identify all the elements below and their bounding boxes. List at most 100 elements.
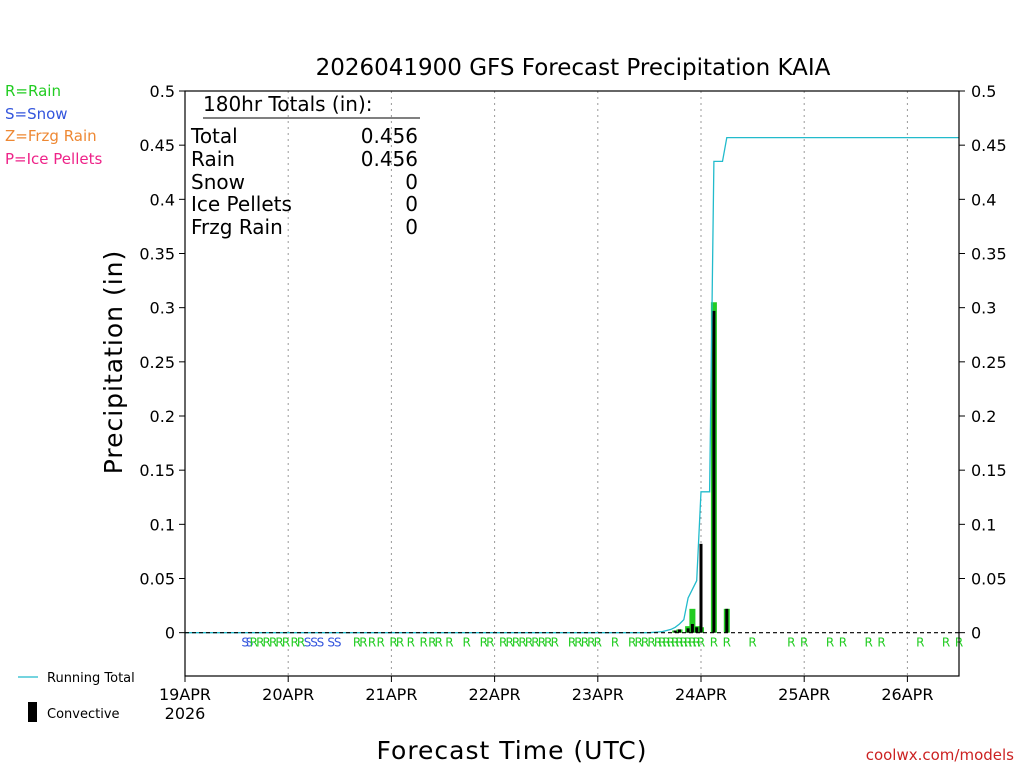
convective-bar (695, 627, 699, 633)
precip-type-legend: R=Rain S=Snow Z=Frzg Rain P=Ice Pellets (5, 82, 102, 168)
precip-type-mark: R (269, 636, 277, 650)
precip-type-mark: R (396, 636, 404, 650)
precip-type-mark: R (877, 636, 885, 650)
precip-type-mark: R (525, 636, 533, 650)
precip-type-mark: R (256, 636, 264, 650)
precip-type-mark: R (407, 636, 415, 650)
convective-bar (673, 630, 677, 633)
precip-type-mark: S (317, 636, 325, 650)
y-axis-right: 0 0.05 0.1 0.15 0.2 0.25 0.3 0.35 0.4 0.45 0.5 (959, 82, 1007, 643)
y-tick-label-left: 0.5 (150, 82, 175, 101)
y-tick-label-right: 0.5 (971, 82, 996, 101)
precip-type-mark: R (684, 636, 692, 650)
y-tick-label-right: 0.05 (971, 570, 1007, 589)
legend-rain: R=Rain (5, 82, 61, 100)
precip-type-mark: R (865, 636, 873, 650)
precip-type-mark: R (697, 636, 705, 650)
precip-bar (689, 608, 696, 633)
precip-type-mark: R (499, 636, 507, 650)
precip-type-mark: R (628, 636, 636, 650)
convective-bar (712, 310, 716, 633)
precip-type-mark: S (304, 636, 312, 650)
precip-type-mark: R (675, 636, 683, 650)
y-tick-label-right: 0.25 (971, 353, 1007, 372)
precip-type-mark: R (531, 636, 539, 650)
precip-type-mark: R (250, 636, 258, 650)
precip-type-mark: R (282, 636, 290, 650)
y-tick-label-left: 0.1 (150, 515, 175, 534)
precip-type-mark: R (647, 636, 655, 650)
precip-type-mark: R (538, 636, 546, 650)
y-axis-left: 0 0.05 0.1 0.15 0.2 0.25 0.3 0.35 0.4 0.45 0.5 (139, 82, 185, 643)
precip-type-mark: R (263, 636, 271, 650)
y-tick-label-right: 0.15 (971, 461, 1007, 480)
x-tick-label: 26APR (881, 685, 933, 704)
legend-ice-pellets: P=Ice Pellets (5, 150, 102, 168)
precip-type-mark: R (544, 636, 552, 650)
precip-type-mark: R (723, 636, 731, 650)
y-tick-label-left: 0.05 (139, 570, 175, 589)
convective-bar (699, 543, 703, 633)
y-tick-label-right: 0.2 (971, 407, 996, 426)
precip-type-mark: R (419, 636, 427, 650)
running-total-line (185, 136, 959, 634)
x-tick-label: 25APR (778, 685, 830, 704)
precip-type-mark: R (389, 636, 397, 650)
precip-type-mark: R (688, 636, 696, 650)
convective-bar (686, 628, 690, 633)
precip-type-mark: R (800, 636, 808, 650)
totals-box: 180hr Totals (in): Total 0.456 Rain 0.45… (190, 92, 420, 239)
x-tick-label: 21APR (365, 685, 417, 704)
y-tick-label-right: 0.3 (971, 299, 996, 318)
precip-type-mark: R (667, 636, 675, 650)
totals-label-snow: Snow (191, 170, 245, 194)
y-tick-label-left: 0.15 (139, 461, 175, 480)
precip-type-mark: S (241, 636, 249, 650)
precip-type-mark: R (693, 636, 701, 650)
x-tick-label: 19APR (159, 685, 211, 704)
totals-value-total: 0.456 (361, 124, 418, 148)
convective-bars (673, 310, 729, 633)
totals-header: 180hr Totals (in): (203, 92, 373, 116)
precip-type-mark: R (662, 636, 670, 650)
legend-snow: S=Snow (5, 105, 68, 123)
gridlines (287, 91, 908, 676)
x-tick-sublabel: 2026 (165, 704, 206, 723)
y-tick-label-left: 0.25 (139, 353, 175, 372)
precip-type-mark: R (275, 636, 283, 650)
y-tick-label-right: 0.45 (971, 136, 1007, 155)
totals-label-frzg-rain: Frzg Rain (191, 215, 283, 239)
precip-type-mark: R (359, 636, 367, 650)
x-axis-label: Forecast Time (UTC) (377, 736, 648, 765)
totals-value-snow: 0 (405, 170, 418, 194)
precip-type-mark: S (246, 636, 254, 650)
y-tick-label-right: 0 (971, 624, 981, 643)
y-tick-label-right: 0.4 (971, 190, 996, 209)
y-tick-label-left: 0.4 (150, 190, 175, 209)
precip-type-mark: R (654, 636, 662, 650)
x-tick-label: 23APR (572, 685, 624, 704)
precip-type-mark: R (839, 636, 847, 650)
convective-bar (690, 624, 694, 633)
convective-bar (678, 629, 681, 633)
precip-type-mark: R (658, 636, 666, 650)
precip-type-mark: R (297, 636, 305, 650)
precip-type-mark: R (574, 636, 582, 650)
legend-convective: Convective (47, 707, 120, 722)
convective-bar (725, 608, 729, 633)
y-axis-label: Precipitation (in) (99, 250, 128, 475)
y-tick-label-right: 0.35 (971, 245, 1007, 264)
y-tick-label-left: 0.35 (139, 245, 175, 264)
totals-value-ice-pellets: 0 (405, 192, 418, 216)
y-tick-label-left: 0 (165, 624, 175, 643)
precip-type-mark: R (290, 636, 298, 650)
precip-type-mark: R (486, 636, 494, 650)
precip-type-mark: R (376, 636, 384, 650)
series-legend: Running Total Convective (18, 671, 135, 722)
legend-running-total: Running Total (47, 671, 135, 686)
precip-type-mark: R (505, 636, 513, 650)
precip-type-mark: R (587, 636, 595, 650)
x-tick-label: 22APR (469, 685, 521, 704)
precip-type-mark: R (445, 636, 453, 650)
legend-frzg-rain: Z=Frzg Rain (5, 127, 97, 145)
